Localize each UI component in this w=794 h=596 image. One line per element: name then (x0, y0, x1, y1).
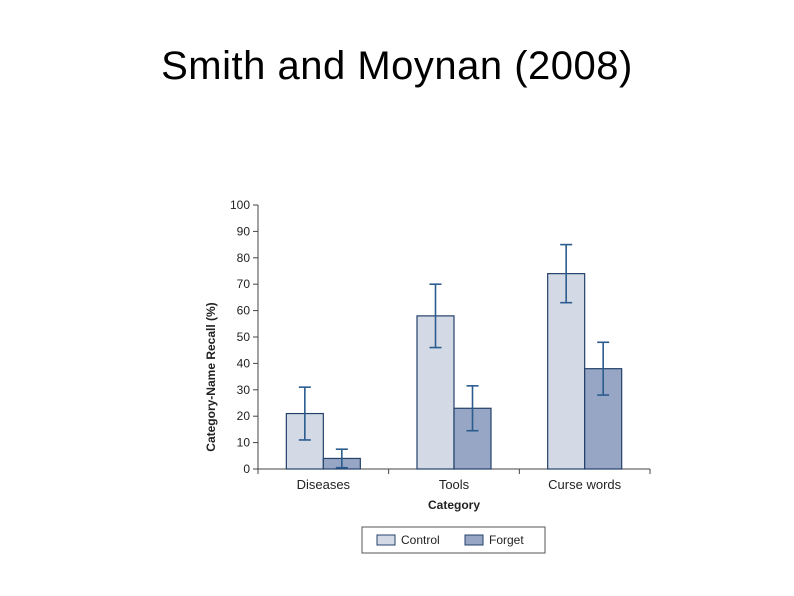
legend: Control Forget (361, 526, 546, 554)
legend-swatch-forget (464, 534, 484, 546)
x-axis: Diseases Tools Curse words (257, 468, 651, 492)
error-bars (298, 243, 610, 469)
legend-label-forget: Forget (489, 533, 524, 547)
y-tick-label: 90 (237, 224, 251, 238)
x-category-label: Tools (439, 477, 470, 492)
y-tick-label: 20 (237, 409, 251, 423)
x-category-label: Curse words (548, 477, 621, 492)
y-tick-label: 40 (237, 356, 251, 370)
y-axis: 0 10 20 30 40 50 60 70 80 90 100 (230, 198, 259, 476)
x-category-label: Diseases (297, 477, 351, 492)
y-tick-label: 30 (237, 383, 251, 397)
y-tick-label: 80 (237, 251, 251, 265)
y-tick-label: 0 (243, 462, 250, 476)
y-tick-label: 70 (237, 277, 251, 291)
y-axis-title: Category-Name Recall (%) (204, 302, 218, 451)
slide-title: Smith and Moynan (2008) (161, 44, 633, 88)
y-tick-label: 100 (230, 198, 250, 212)
legend-swatch-control (376, 534, 396, 546)
y-tick-label: 10 (237, 436, 251, 450)
y-tick-label: 50 (237, 330, 251, 344)
bar-control-curse-words (547, 273, 586, 470)
legend-label-control: Control (401, 533, 440, 547)
y-tick-label: 60 (237, 304, 251, 318)
x-axis-title: Category (428, 498, 480, 512)
